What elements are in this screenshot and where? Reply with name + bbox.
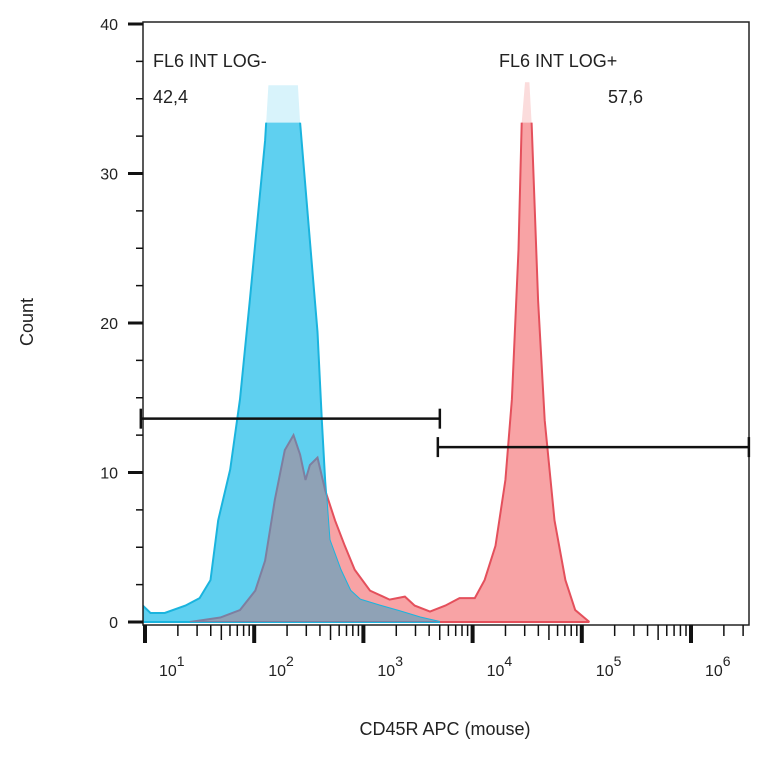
- x-tick-label: 104: [487, 653, 513, 680]
- gate-left-value: 42,4: [153, 87, 188, 107]
- gate-right-value: 57,6: [608, 87, 643, 107]
- y-tick-label: 10: [100, 466, 118, 483]
- x-tick-label: 106: [705, 653, 731, 680]
- gate-left-name: FL6 INT LOG-: [153, 51, 267, 71]
- x-tick-label: 102: [268, 653, 294, 680]
- gate-right-name: FL6 INT LOG+: [499, 51, 617, 71]
- y-tick-label: 30: [100, 167, 118, 184]
- gate-negative: [139, 408, 442, 429]
- x-tick-label: 105: [596, 653, 622, 680]
- y-tick-label: 20: [100, 316, 118, 333]
- y-axis-label: Count: [17, 298, 37, 346]
- blue-series-area: [143, 122, 441, 623]
- y-tick-label: 0: [109, 615, 118, 632]
- x-tick-label: 101: [159, 653, 185, 680]
- y-tick-label: 40: [100, 17, 118, 34]
- gate-positive: [436, 437, 751, 458]
- x-axis-label: CD45R APC (mouse): [359, 719, 530, 739]
- x-tick-label: 103: [377, 653, 403, 680]
